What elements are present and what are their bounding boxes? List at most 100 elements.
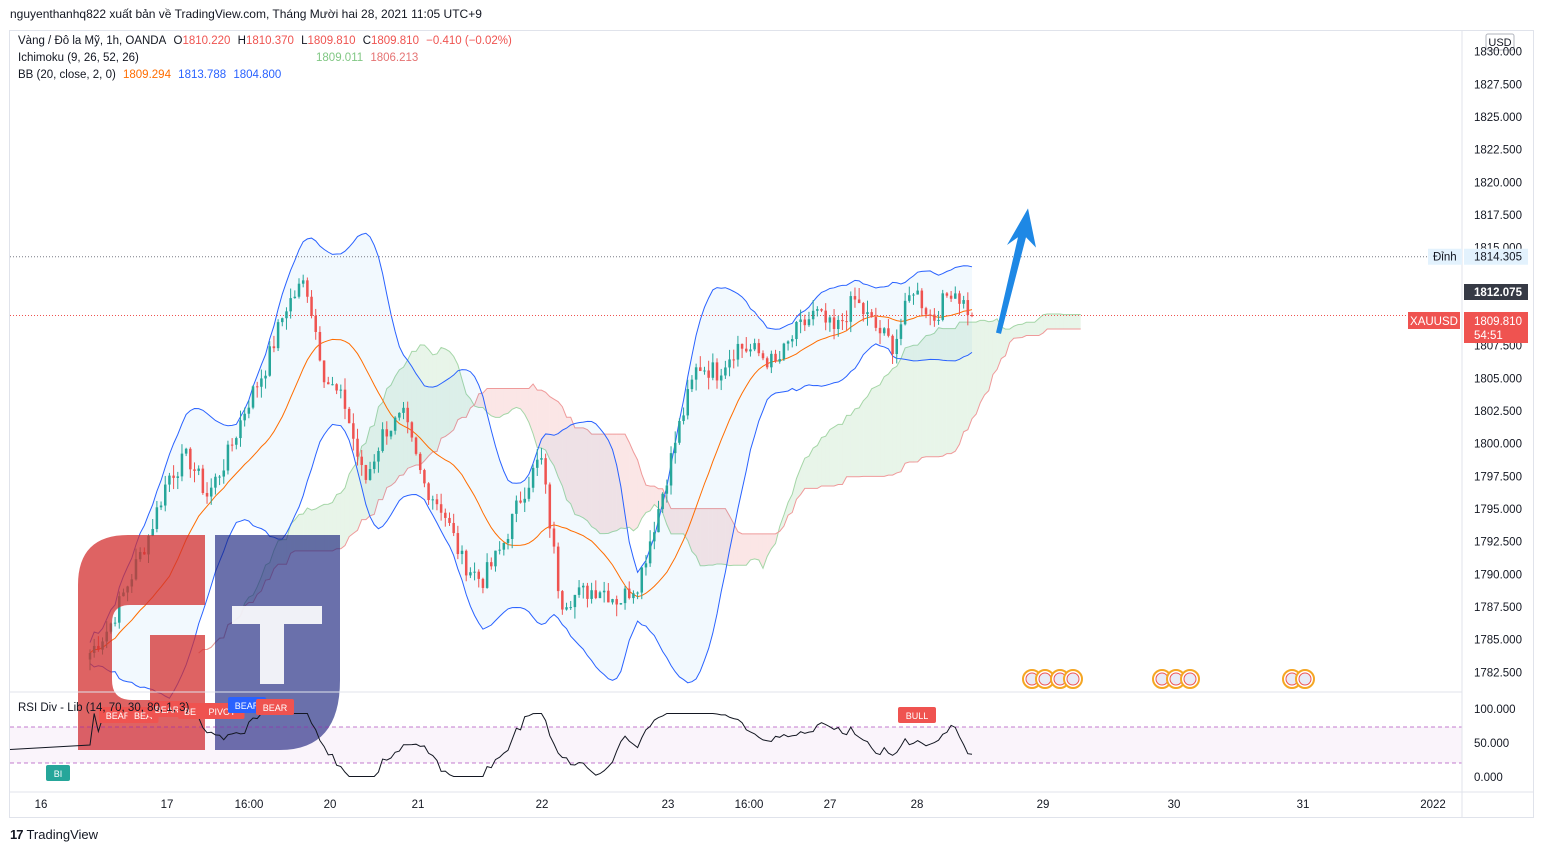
ichimoku-cloud-segment	[746, 533, 751, 566]
ichimoku-cloud-segment	[1022, 322, 1027, 338]
ichimoku-cloud-segment	[980, 320, 985, 403]
ichimoku-cloud-segment	[1013, 324, 1018, 339]
candle-body	[297, 283, 301, 297]
bb-value-1: 1809.294	[123, 69, 171, 81]
ichimoku-cloud-segment	[792, 478, 797, 513]
candle-body	[552, 528, 556, 547]
candle-body	[155, 507, 159, 530]
ichimoku-cloud-segment	[921, 335, 927, 458]
candle-body	[740, 343, 744, 349]
ichimoku-cloud-segment	[946, 328, 952, 454]
candle-body	[222, 470, 226, 477]
candle-body	[113, 622, 117, 624]
price-tick: 1795.000	[1474, 504, 1522, 516]
candle-body	[770, 353, 773, 368]
rsi-legend[interactable]: RSI Div - Lib (14, 70, 30, 80, 1, 3)	[18, 702, 193, 714]
candle-body	[515, 500, 518, 514]
ichimoku-cloud-segment	[834, 424, 839, 486]
bb-basis-line	[89, 309, 973, 654]
ichimoku-cloud-segment	[357, 446, 362, 531]
ichimoku-cloud-segment	[800, 458, 805, 495]
candle-body	[912, 294, 915, 296]
ichimoku-cloud-segment	[737, 531, 743, 566]
currency-label: USD	[1488, 37, 1511, 49]
candle-body	[878, 327, 882, 334]
candle-body	[389, 430, 393, 437]
ichimoku-cloud-segment	[850, 408, 855, 477]
candle-body	[536, 459, 539, 468]
candle-body	[807, 319, 811, 326]
candle-body	[406, 407, 409, 423]
price-tick: 1792.500	[1474, 537, 1522, 549]
gt-logo-g-shape	[78, 535, 205, 750]
legend-bb[interactable]: BB (20, close, 2, 0) 1809.294 1813.788 1…	[18, 69, 285, 81]
candle-body	[586, 585, 589, 599]
ichimoku-cloud-segment	[491, 388, 496, 418]
candle-body	[398, 412, 401, 418]
candle-body	[623, 588, 627, 604]
signal-label-bg	[148, 701, 186, 717]
candle-body	[778, 359, 781, 362]
ichimoku-cloud-segment	[955, 322, 960, 452]
ichimoku-cloud-segment	[533, 384, 538, 448]
candle-body	[339, 389, 343, 391]
ichimoku-cloud-segment	[666, 499, 672, 534]
candle-body	[757, 343, 761, 354]
candle-body	[636, 592, 639, 594]
dinh-value-bg	[1464, 248, 1528, 265]
rsi-line	[9, 713, 973, 777]
candle-body	[970, 315, 974, 317]
candle-body	[176, 476, 180, 478]
candle-body	[615, 599, 618, 605]
candle-body	[226, 444, 230, 471]
dinh-tag-bg	[1428, 248, 1462, 265]
candle-body	[690, 379, 694, 390]
signal-label-bg	[256, 699, 294, 715]
ichimoku-cloud-segment	[487, 388, 492, 416]
candle-body	[648, 541, 652, 564]
countdown: 54:51	[1474, 330, 1503, 342]
tradingview-brand[interactable]: TradingView	[26, 827, 99, 842]
candle-body	[418, 453, 422, 471]
ichimoku-cloud-segment	[972, 322, 977, 419]
ichimoku-cloud-segment	[1034, 318, 1039, 336]
candle-body	[845, 321, 848, 323]
ichimoku-cloud-segment	[896, 358, 901, 473]
ichimoku-cloud-segment	[608, 434, 613, 534]
candle-body	[490, 562, 493, 567]
ichimoku-cloud-segment	[390, 376, 396, 486]
candle-body	[163, 484, 167, 506]
candle-body	[849, 296, 853, 322]
candle-body	[874, 317, 878, 328]
price-tick: 1807.500	[1474, 341, 1522, 353]
candle-body	[423, 470, 426, 484]
price-tick: 1785.000	[1474, 635, 1522, 647]
ichimoku-cloud-segment	[817, 437, 822, 489]
candle-body	[310, 296, 313, 316]
candle-body	[506, 538, 510, 543]
bb-label: BB (20, close, 2, 0)	[18, 69, 116, 81]
price-tick: 1787.500	[1474, 602, 1522, 614]
ichimoku-cloud-segment	[395, 369, 400, 483]
candle-body	[799, 319, 802, 322]
candle-body	[439, 504, 443, 513]
gt-logo-t-bar	[232, 606, 322, 624]
candle-body	[385, 429, 389, 437]
tradingview-logo-icon[interactable]: 17	[10, 827, 24, 842]
candle-body	[469, 572, 472, 576]
ichimoku-cloud-segment	[767, 533, 772, 557]
ichimoku-cloud-segment	[1030, 322, 1035, 336]
legend-symbol[interactable]: Vàng / Đô la Mỹ, 1h, OANDA	[18, 35, 167, 47]
bb-value-2: 1813.788	[178, 69, 227, 81]
ichimoku-cloud-segment	[926, 335, 931, 457]
ichimoku-cloud-segment	[344, 474, 350, 546]
ichimoku-cloud-segment	[445, 348, 450, 437]
ichimoku-cloud-segment	[771, 533, 776, 549]
legend-ichimoku[interactable]: Ichimoku (9, 26, 52, 26) 1809.011 1806.2…	[18, 52, 422, 64]
time-tick: 29	[1037, 799, 1050, 811]
candle-body	[243, 413, 246, 421]
signal-label-bg	[178, 703, 202, 719]
ichimoku-cloud-segment	[959, 322, 964, 445]
